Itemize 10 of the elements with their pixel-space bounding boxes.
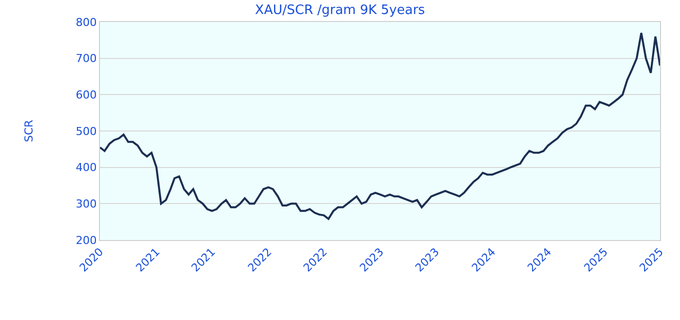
chart-title: XAU/SCR /gram 9K 5years — [255, 2, 426, 18]
y-tick-label: 600 — [76, 88, 97, 102]
line-series — [100, 32, 660, 220]
y-tick-label: 400 — [76, 161, 97, 174]
y-tick-label: 200 — [76, 234, 97, 247]
y-tick-label: 500 — [76, 124, 97, 138]
y-tick-label: 300 — [76, 198, 97, 211]
y-tick-label: 700 — [76, 52, 97, 66]
y-tick-label: 800 — [76, 16, 97, 29]
y-axis-title: SCR — [22, 119, 36, 142]
